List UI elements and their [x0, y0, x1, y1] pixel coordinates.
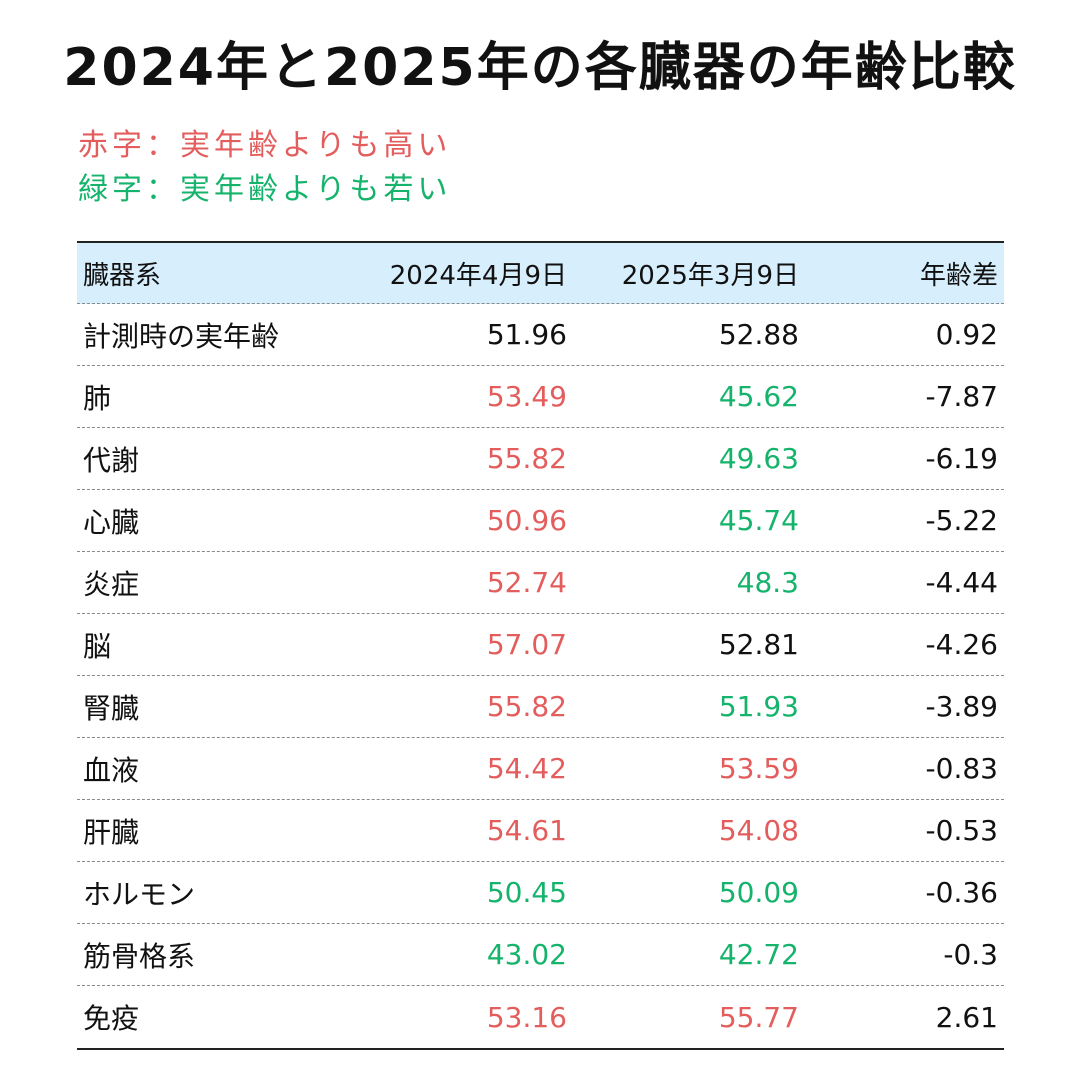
table-row: 腎臓 55.82 51.93 -3.89 [77, 676, 1004, 738]
age-2024-cell: 50.45 [486, 876, 567, 909]
age-2024-cell: 52.74 [486, 566, 567, 599]
age-2025-cell: 52.88 [718, 318, 799, 351]
organ-name-cell: 計測時の実年齢 [83, 319, 280, 353]
age-diff-cell: -0.3 [943, 938, 998, 971]
age-2025-cell: 51.93 [718, 690, 799, 723]
table-row: 免疫 53.16 55.77 2.61 [77, 986, 1004, 1048]
table-row: 代謝 55.82 49.63 -6.19 [77, 428, 1004, 490]
age-2024-cell: 54.61 [486, 814, 567, 847]
table-row: 筋骨格系 43.02 42.72 -0.3 [77, 924, 1004, 986]
age-2024-cell: 55.82 [486, 690, 567, 723]
age-2025-cell: 45.62 [718, 380, 799, 413]
age-2024-cell: 51.96 [486, 318, 567, 351]
age-diff-cell: 0.92 [935, 318, 998, 351]
age-2025-cell: 53.59 [718, 752, 799, 785]
age-diff-cell: -0.83 [925, 752, 998, 785]
age-2024-cell: 57.07 [486, 628, 567, 661]
age-2024-cell: 53.49 [486, 380, 567, 413]
age-diff-cell: -5.22 [925, 504, 998, 537]
table-row: 計測時の実年齢 51.96 52.88 0.92 [77, 304, 1004, 366]
organ-age-table: 臓器系 2024年4月9日 2025年3月9日 年齢差 計測時の実年齢 51.96… [77, 241, 1004, 1050]
table-row: 肝臓 54.61 54.08 -0.53 [77, 800, 1004, 862]
header-organ-system: 臓器系 [83, 260, 162, 291]
age-2025-cell: 54.08 [718, 814, 799, 847]
page-title: 2024年と2025年の各臓器の年齢比較 [63, 38, 1017, 98]
table-row: 肺 53.49 45.62 -7.87 [77, 366, 1004, 428]
organ-name-cell: 筋骨格系 [83, 939, 196, 973]
organ-name-cell: 代謝 [83, 443, 140, 477]
legend-green-note: 緑字：実年齢よりも若い [78, 172, 452, 207]
header-date-2024: 2024年4月9日 [389, 260, 567, 291]
organ-name-cell: 肺 [83, 381, 112, 415]
table-body: 計測時の実年齢 51.96 52.88 0.92 肺 53.49 45.62 -7.87 代謝 5… [77, 304, 1004, 1048]
age-diff-cell: -3.89 [925, 690, 998, 723]
age-diff-cell: 2.61 [935, 1000, 998, 1034]
organ-name-cell: 心臓 [83, 505, 140, 539]
table-row: ホルモン 50.45 50.09 -0.36 [77, 862, 1004, 924]
age-diff-cell: -0.53 [925, 814, 998, 847]
organ-name-cell: 腎臓 [83, 691, 140, 725]
organ-name-cell: 血液 [83, 753, 140, 787]
table-row: 炎症 52.74 48.3 -4.44 [77, 552, 1004, 614]
table-row: 血液 54.42 53.59 -0.83 [77, 738, 1004, 800]
organ-name-cell: 炎症 [83, 567, 140, 601]
age-2025-cell: 49.63 [718, 442, 799, 475]
header-age-difference: 年齢差 [919, 260, 998, 291]
age-2025-cell: 42.72 [718, 938, 799, 971]
age-diff-cell: -7.87 [925, 380, 998, 413]
table-header-row: 臓器系 2024年4月9日 2025年3月9日 年齢差 [77, 243, 1004, 304]
age-2024-cell: 54.42 [486, 752, 567, 785]
age-diff-cell: -6.19 [925, 442, 998, 475]
age-diff-cell: -4.44 [925, 566, 998, 599]
age-diff-cell: -0.36 [925, 876, 998, 909]
table-row: 心臓 50.96 45.74 -5.22 [77, 490, 1004, 552]
age-2024-cell: 53.16 [486, 1000, 567, 1034]
age-2025-cell: 55.77 [718, 1000, 799, 1034]
age-2024-cell: 43.02 [486, 938, 567, 971]
age-2024-cell: 50.96 [486, 504, 567, 537]
organ-name-cell: ホルモン [83, 877, 196, 911]
age-diff-cell: -4.26 [925, 628, 998, 661]
organ-name-cell: 脳 [83, 629, 112, 663]
organ-name-cell: 肝臓 [83, 815, 140, 849]
age-2025-cell: 45.74 [718, 504, 799, 537]
legend-red-note: 赤字：実年齢よりも高い [78, 128, 452, 163]
age-2025-cell: 50.09 [718, 876, 799, 909]
age-2024-cell: 55.82 [486, 442, 567, 475]
header-date-2025: 2025年3月9日 [621, 260, 799, 291]
table-row: 脳 57.07 52.81 -4.26 [77, 614, 1004, 676]
age-2025-cell: 48.3 [736, 566, 799, 599]
age-2025-cell: 52.81 [718, 628, 799, 661]
organ-name-cell: 免疫 [83, 1002, 140, 1035]
